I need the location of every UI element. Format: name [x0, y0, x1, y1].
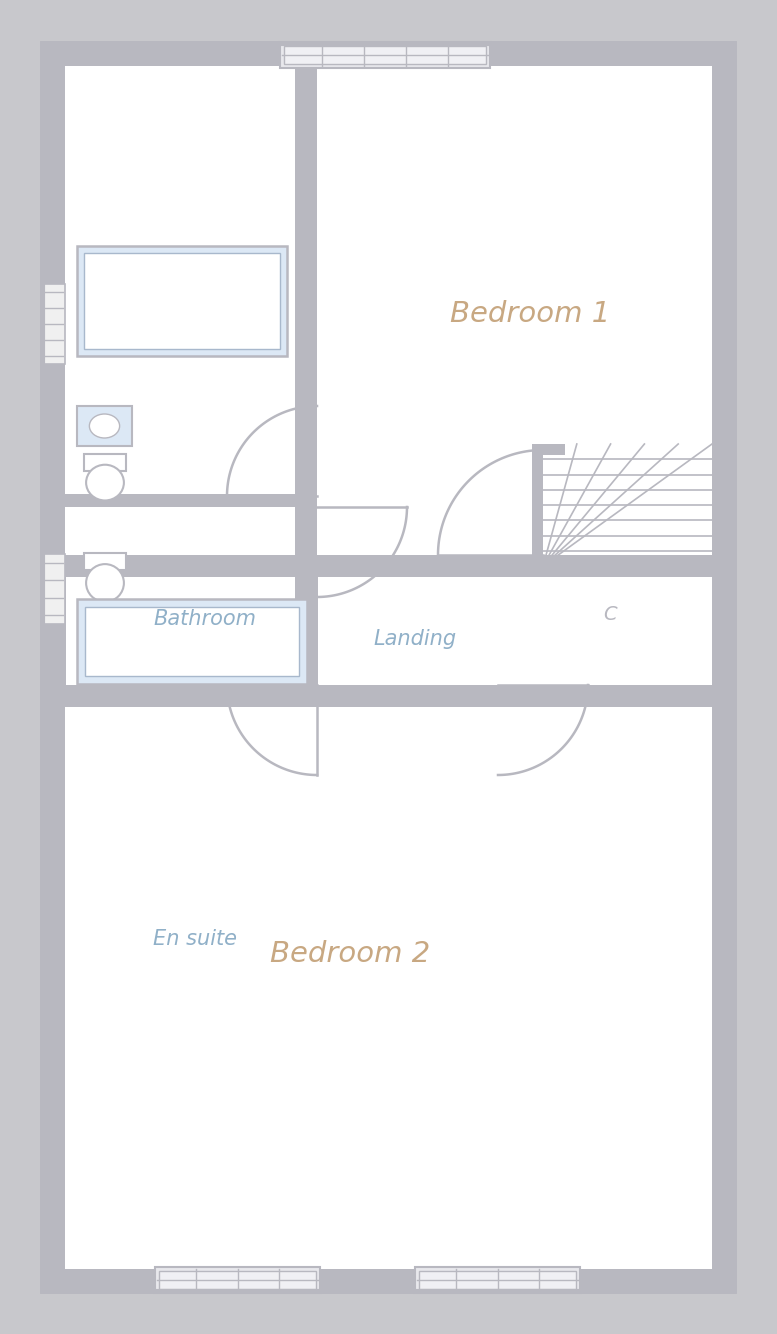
Bar [65, 696, 712, 1269]
Ellipse shape [86, 464, 124, 500]
Text: En suite: En suite [153, 928, 237, 948]
Bar [317, 566, 543, 696]
Ellipse shape [89, 414, 120, 438]
Bar [159, 1271, 316, 1289]
Bar [84, 454, 126, 471]
Ellipse shape [86, 564, 124, 602]
Bar [66, 76, 316, 495]
Bar [43, 44, 734, 1291]
Bar [43, 284, 65, 364]
Bar [65, 496, 317, 696]
Bar [509, 575, 712, 684]
Bar [65, 555, 712, 578]
Text: Bathroom: Bathroom [154, 610, 256, 630]
Bar [295, 65, 317, 696]
Bar [65, 65, 712, 1269]
Bar [532, 444, 543, 566]
Text: Bedroom 1: Bedroom 1 [450, 300, 610, 328]
Bar [280, 41, 490, 68]
Bar [415, 1267, 580, 1293]
Bar [532, 444, 565, 455]
Bar [85, 607, 299, 676]
Bar [43, 44, 734, 1291]
Bar [84, 253, 280, 350]
Bar [84, 552, 126, 570]
Bar [43, 554, 65, 624]
Bar [498, 564, 520, 575]
Bar [65, 684, 712, 707]
Text: C: C [603, 604, 617, 623]
Bar [295, 65, 317, 496]
Bar [65, 707, 712, 1269]
Bar [155, 1267, 320, 1293]
Bar [65, 65, 295, 496]
Bar [65, 65, 712, 566]
Bar [318, 578, 543, 684]
Bar [43, 44, 734, 1291]
Bar [419, 1271, 576, 1289]
Bar [77, 245, 287, 356]
Bar [543, 444, 712, 566]
Bar [66, 507, 316, 684]
Text: Landing: Landing [374, 630, 457, 650]
Bar [498, 564, 712, 696]
Bar [317, 65, 712, 555]
Bar [284, 45, 486, 64]
Text: Bedroom 2: Bedroom 2 [270, 940, 430, 968]
Bar [43, 44, 734, 1291]
Bar [77, 406, 132, 446]
Bar [65, 494, 317, 507]
Bar [65, 65, 712, 555]
Bar [77, 599, 307, 684]
